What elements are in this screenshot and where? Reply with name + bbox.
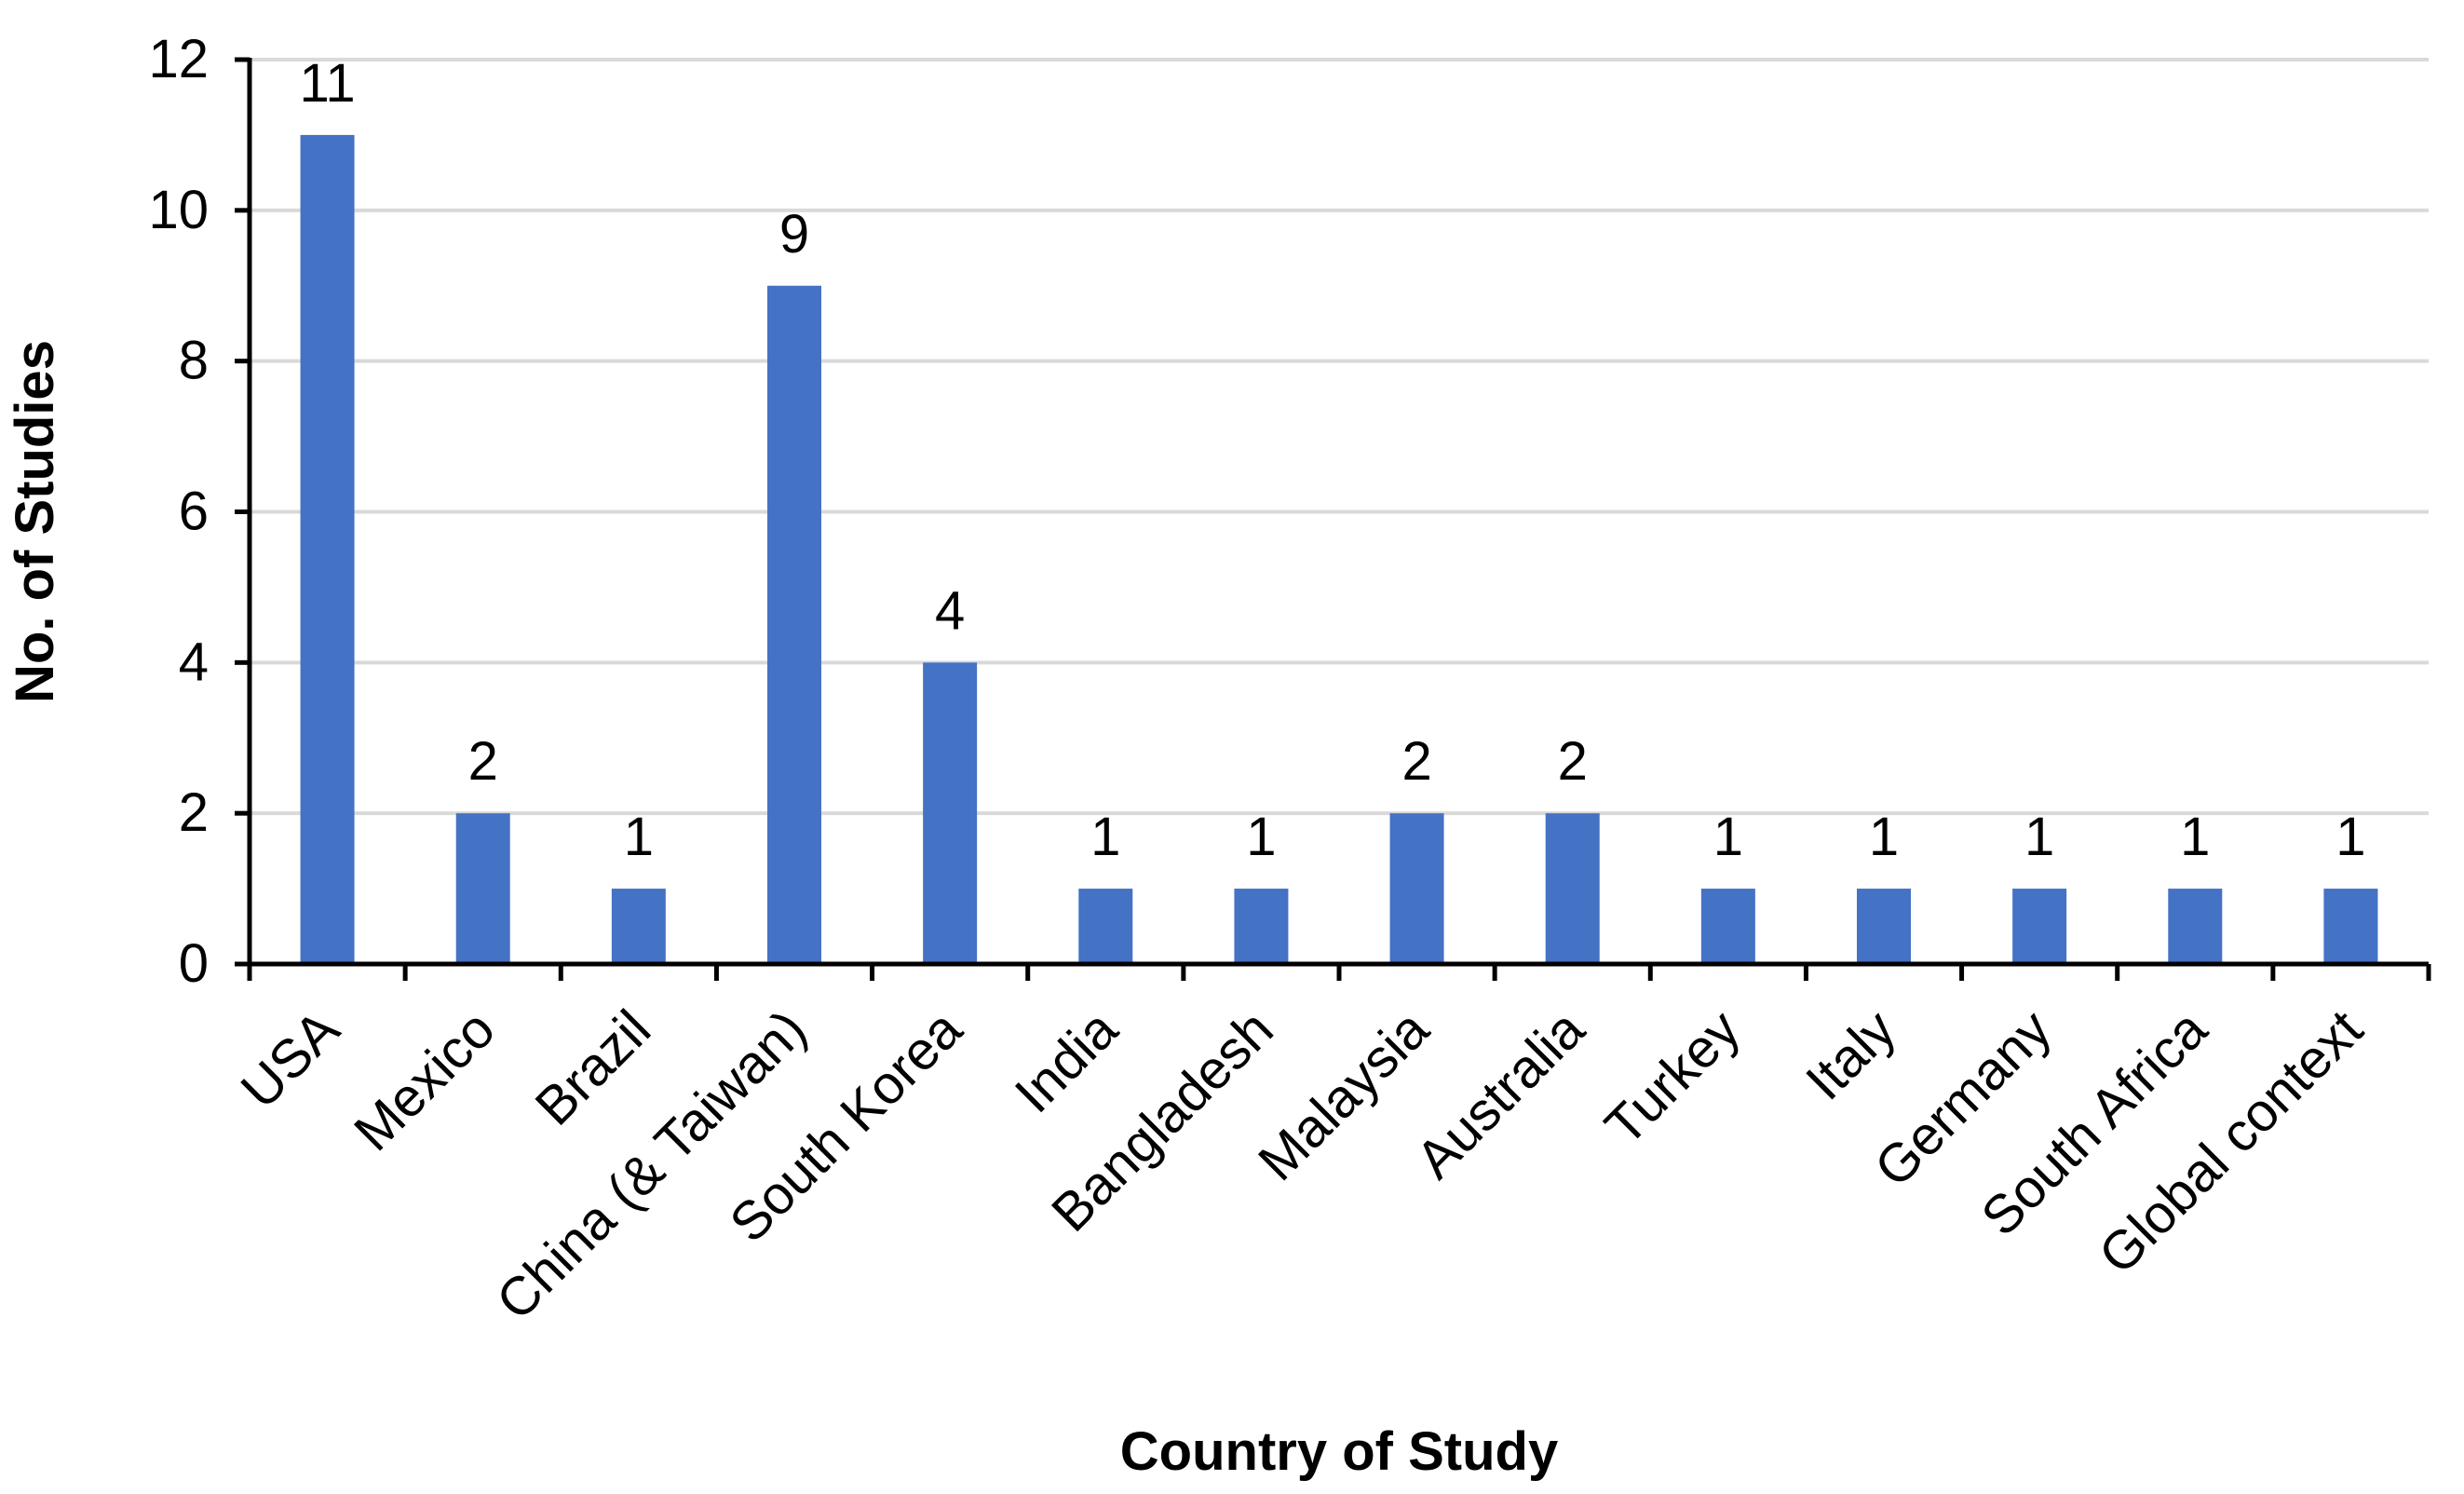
data-label: 1	[624, 807, 654, 867]
gridlines	[250, 58, 2429, 816]
data-label: 1	[1246, 807, 1276, 867]
y-tick-label: 6	[179, 482, 209, 542]
x-tick-label: Global context	[2087, 998, 2374, 1285]
x-tick-label: Mexico	[343, 998, 507, 1162]
data-label: 9	[779, 204, 809, 265]
x-tick-label: Malaysia	[1247, 998, 1441, 1192]
y-tick-labels: 0 2 4 6 8 10 12	[148, 29, 209, 994]
data-label: 1	[1713, 807, 1743, 867]
bar	[455, 813, 510, 964]
bar	[767, 285, 821, 964]
bar	[1234, 889, 1289, 964]
bar	[923, 662, 978, 964]
y-tick-label: 8	[179, 331, 209, 391]
bars	[300, 134, 2378, 964]
bar	[300, 134, 355, 964]
data-label: 1	[2335, 807, 2365, 867]
y-tick-label: 4	[179, 632, 209, 692]
bar	[611, 889, 666, 964]
data-label: 1	[2180, 807, 2210, 867]
bar	[1857, 889, 1911, 964]
bar	[2012, 889, 2067, 964]
y-axis-title: No. of Studies	[5, 340, 65, 703]
data-label: 1	[1090, 807, 1120, 867]
data-label: 1	[2024, 807, 2054, 867]
bar	[2168, 889, 2223, 964]
data-label: 4	[935, 580, 965, 641]
data-label: 2	[1558, 731, 1588, 792]
data-label: 2	[1401, 731, 1431, 792]
bar	[1545, 813, 1600, 964]
data-label: 11	[299, 53, 355, 114]
axes	[235, 57, 2431, 981]
data-label: 2	[468, 731, 498, 792]
y-tick-label: 2	[179, 782, 209, 843]
x-axis-title: Country of Study	[1120, 1421, 1558, 1482]
data-label: 1	[1869, 807, 1899, 867]
x-tick-label: USA	[229, 998, 351, 1120]
bar	[1700, 889, 1755, 964]
x-tick-label: Italy	[1794, 998, 1907, 1111]
x-tick-label: Turkey	[1593, 998, 1752, 1157]
x-tick-label: Australia	[1404, 998, 1596, 1190]
bar	[1078, 889, 1133, 964]
y-tick-label: 12	[148, 29, 209, 89]
bar	[2323, 889, 2378, 964]
bar	[1389, 813, 1444, 964]
x-tick-label: Brazil	[524, 998, 663, 1137]
y-tick-label: 10	[148, 180, 209, 240]
x-tick-label: India	[1004, 998, 1130, 1124]
y-tick-label: 0	[179, 933, 209, 994]
